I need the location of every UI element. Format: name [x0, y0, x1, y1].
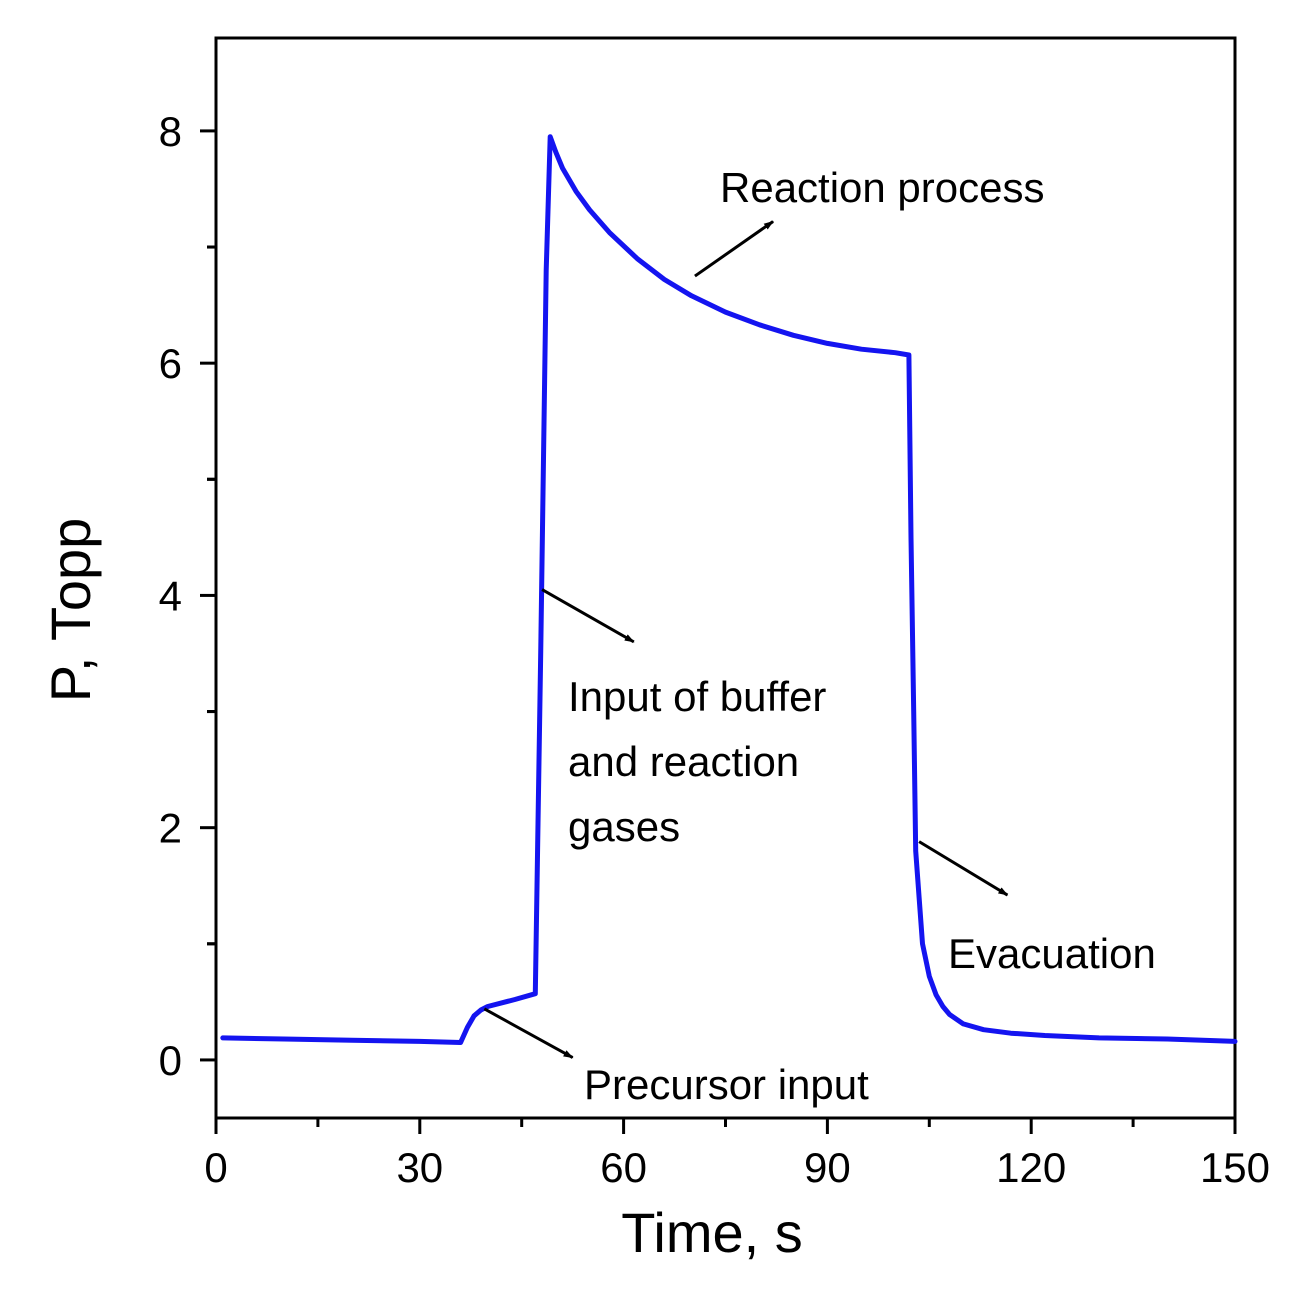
annotation-reaction-process: Reaction process — [720, 164, 1045, 211]
annotation-evacuation: Evacuation — [948, 930, 1156, 977]
annotation-precursor-input: Precursor input — [584, 1061, 869, 1108]
y-tick-label: 6 — [159, 340, 182, 387]
series-layer — [220, 134, 1238, 1045]
annotation-input-buffer: gases — [568, 803, 680, 850]
series-line-pressure — [220, 134, 1238, 1045]
x-tick-label: 90 — [804, 1144, 851, 1191]
x-tick-label: 150 — [1200, 1144, 1270, 1191]
y-axis-title: P, Торр — [39, 518, 102, 703]
y-tick-label: 2 — [159, 805, 182, 852]
arrow-evacuation — [918, 840, 1009, 897]
annotation-input-buffer: Input of buffer — [568, 673, 826, 720]
y-tick-label: 8 — [159, 108, 182, 155]
x-tick-label: 60 — [600, 1144, 647, 1191]
y-tick-label: 0 — [159, 1037, 182, 1084]
annotations-layer: Reaction process Input of buffer and react… — [483, 164, 1156, 1108]
x-tick-label: 30 — [396, 1144, 443, 1191]
annotation-input-buffer: and reaction — [568, 738, 799, 785]
x-axis-title: Time, s — [621, 1201, 802, 1264]
arrow-reaction-process — [694, 220, 774, 278]
axis-ticks: 0 30 60 90 120 150 0 2 4 6 8 — [159, 108, 1270, 1191]
arrow-input-buffer — [541, 588, 635, 644]
y-tick-label: 4 — [159, 572, 182, 619]
arrow-precursor-input — [483, 1007, 574, 1059]
x-tick-label: 120 — [996, 1144, 1066, 1191]
x-tick-label: 0 — [204, 1144, 227, 1191]
